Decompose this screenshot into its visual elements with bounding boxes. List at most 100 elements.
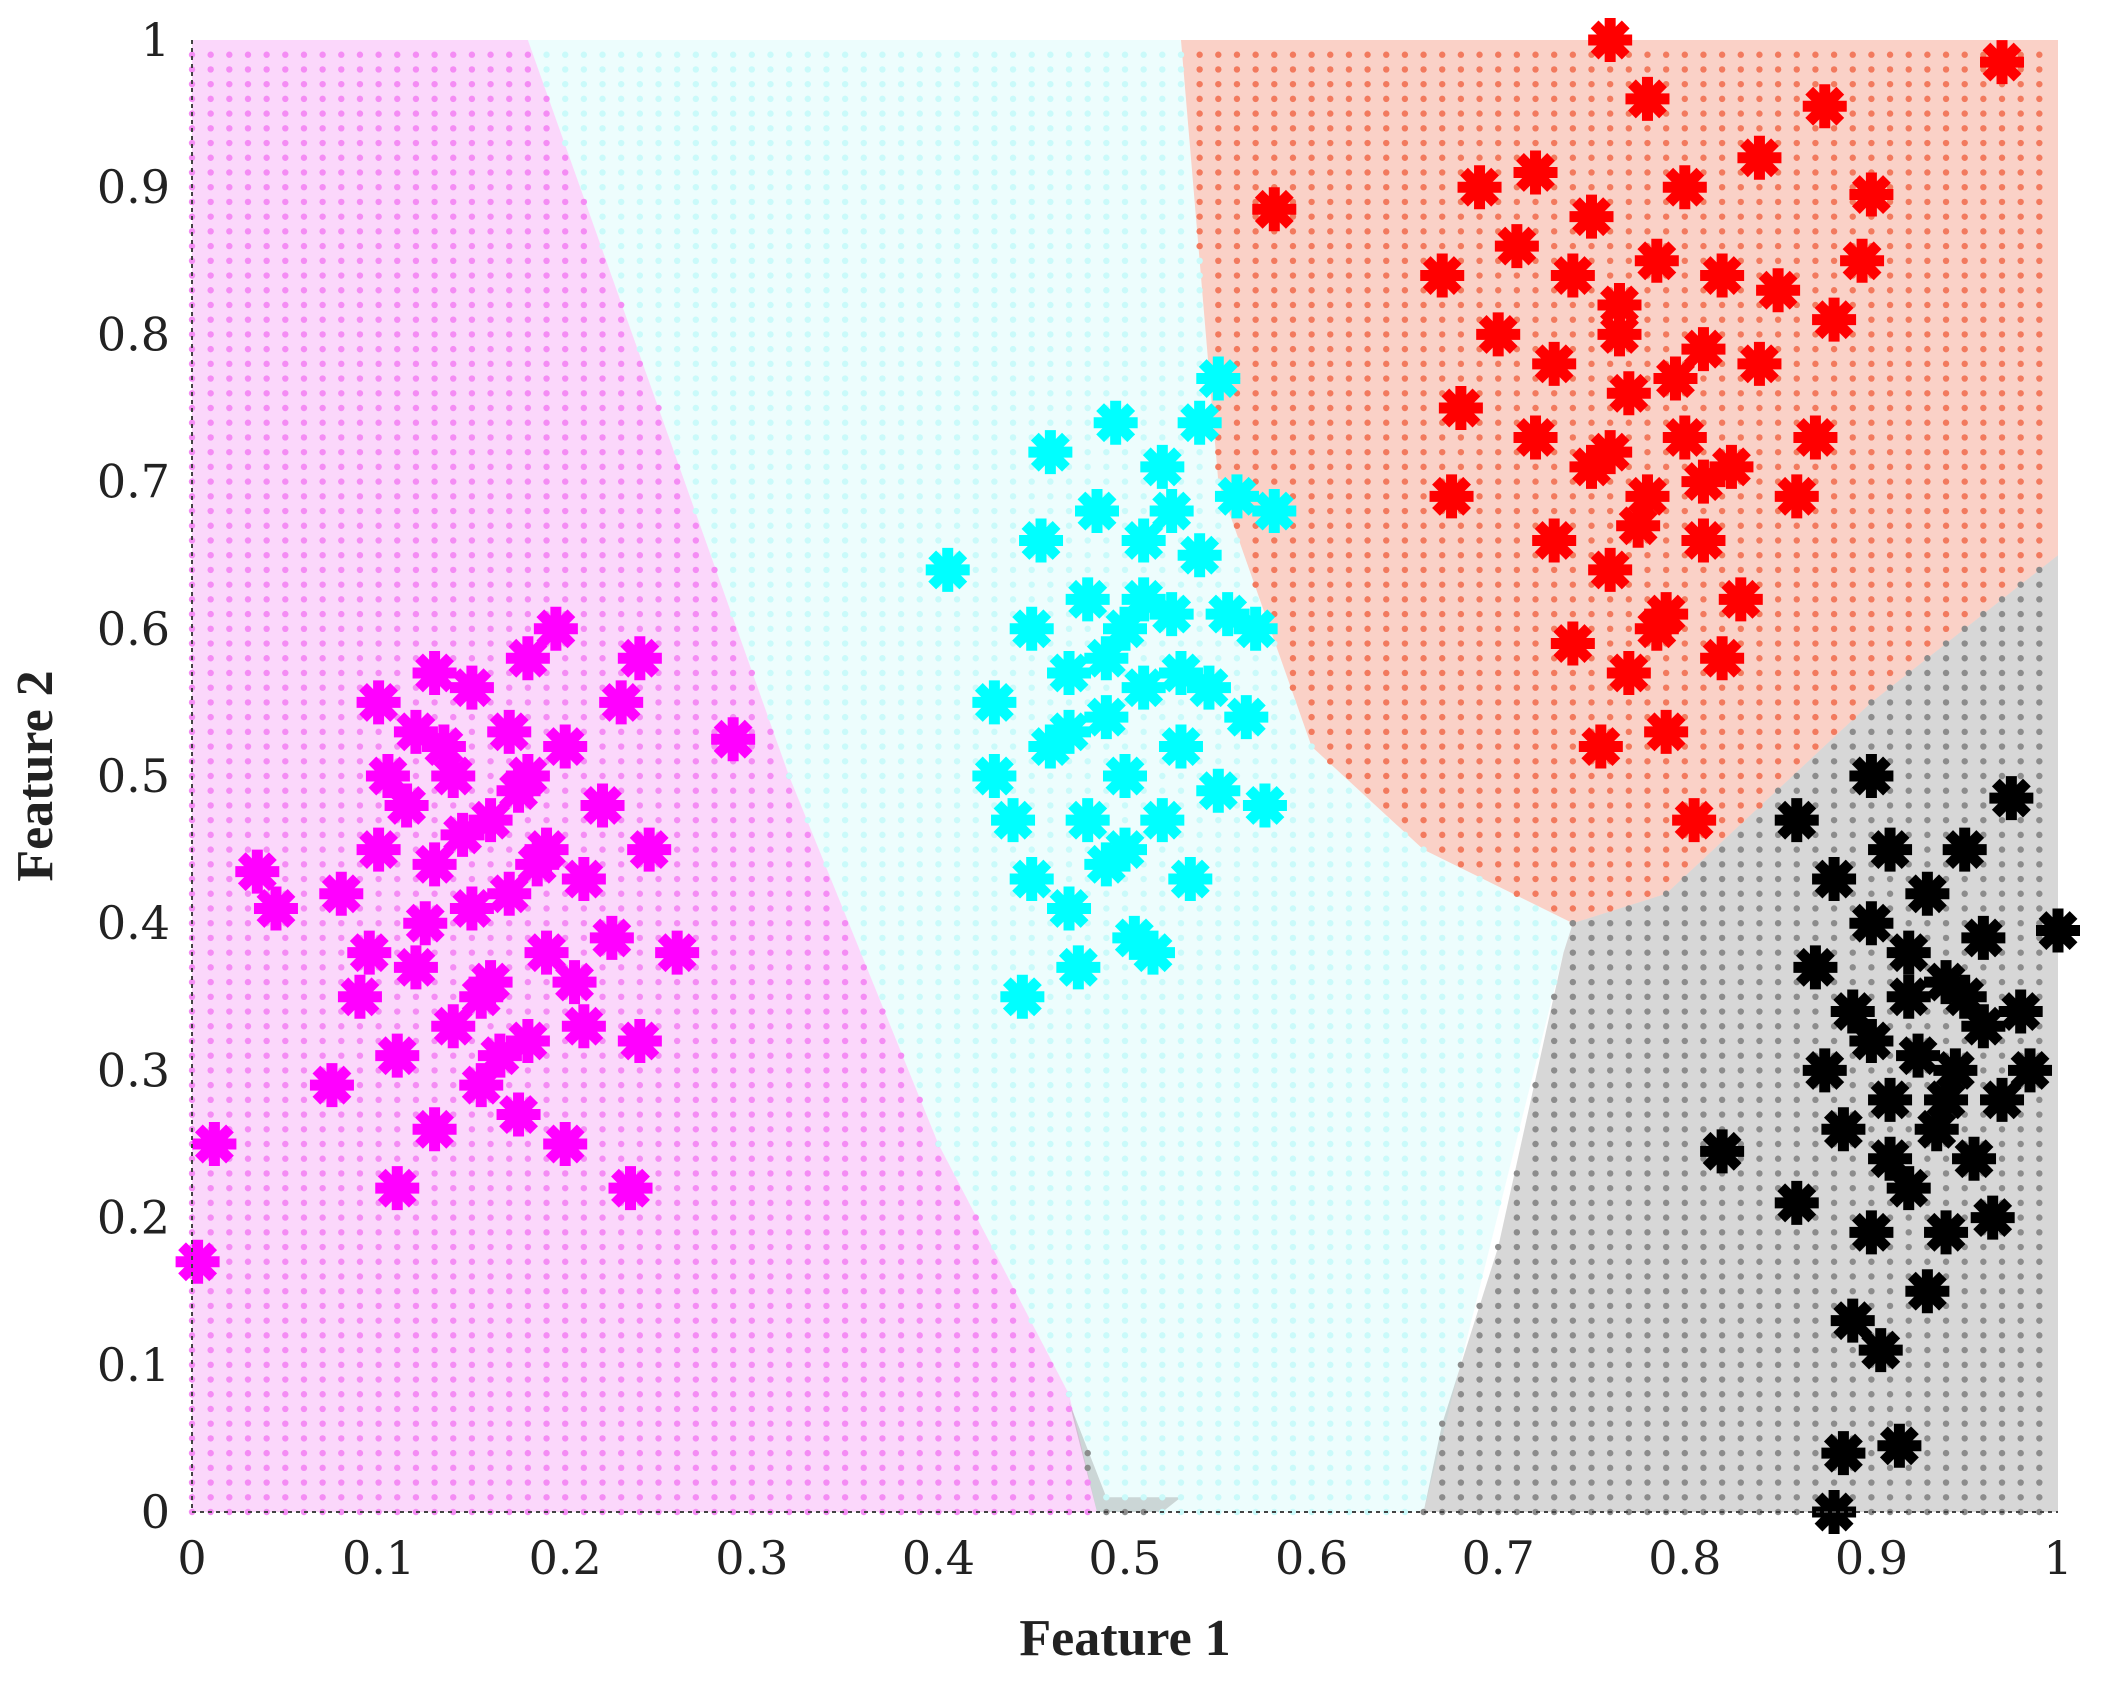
region-dot: [617, 1155, 625, 1162]
region-dot: [729, 566, 737, 574]
region-dot: [524, 463, 532, 471]
region-dot: [972, 743, 979, 750]
region-dot: [282, 655, 289, 662]
region-dot: [655, 1170, 662, 1177]
region-dot: [487, 640, 494, 647]
region-dot: [244, 816, 252, 824]
region-dot: [879, 596, 886, 603]
region-dot: [711, 66, 718, 73]
region-dot: [879, 360, 886, 368]
region-dot: [804, 1081, 811, 1089]
region-dot: [841, 1229, 849, 1236]
region-dot: [655, 713, 662, 721]
region-dot: [300, 404, 308, 412]
region-dot: [841, 920, 849, 927]
region-dot: [543, 404, 550, 412]
region-dot: [1047, 331, 1054, 338]
region-dot: [338, 448, 345, 456]
region-dot: [300, 875, 308, 883]
region-dot: [879, 448, 886, 456]
region-dot: [338, 581, 345, 588]
region-dot: [879, 1464, 886, 1472]
region-dot: [207, 139, 214, 147]
region-dot: [879, 831, 886, 839]
region-dot: [785, 949, 793, 956]
region-dot: [487, 154, 494, 161]
region-dot: [188, 713, 196, 721]
region-dot: [1009, 1184, 1017, 1192]
region-dot: [263, 125, 270, 132]
region-dot: [226, 920, 233, 927]
region-dot: [972, 213, 979, 220]
region-dot: [879, 743, 886, 750]
region-dot: [767, 331, 774, 338]
region-dot: [711, 1464, 718, 1472]
region-dot: [636, 802, 644, 809]
region-dot: [450, 625, 457, 632]
region-dot: [1084, 1508, 1091, 1516]
region-dot: [916, 566, 923, 574]
region-dot: [356, 169, 364, 176]
region-dot: [487, 610, 494, 618]
region-dot: [729, 1243, 737, 1251]
region-dot: [468, 1391, 476, 1398]
region-dot: [226, 1052, 233, 1059]
region-dot: [935, 920, 942, 927]
region-dot: [729, 507, 737, 515]
region-dot: [487, 1479, 494, 1486]
region-dot: [804, 699, 811, 706]
region-dot: [562, 95, 569, 103]
region-dot: [599, 1449, 606, 1457]
region-dot: [636, 95, 644, 103]
region-dot: [207, 390, 214, 397]
region-dot: [655, 610, 662, 618]
region-dot: [804, 316, 811, 323]
region-dot: [748, 51, 755, 58]
region-dot: [1103, 934, 1110, 942]
region-dot: [1065, 1302, 1073, 1310]
region-dot: [711, 552, 718, 559]
region-dot: [244, 1023, 252, 1030]
region-dot: [804, 95, 811, 103]
region-dot: [1047, 51, 1054, 58]
region-dot: [823, 802, 830, 809]
region-dot: [655, 875, 662, 883]
region-dot: [394, 920, 401, 927]
region-dot: [1028, 1023, 1035, 1030]
region-dot: [338, 184, 345, 191]
region-dot: [935, 978, 942, 986]
region-dot: [879, 257, 886, 264]
region-dot: [935, 1273, 942, 1280]
region-dot: [599, 1346, 606, 1354]
region-dot: [282, 1346, 289, 1354]
region-dot: [711, 390, 718, 397]
region-dot: [953, 1479, 961, 1486]
region-dot: [953, 272, 961, 279]
region-dot: [319, 1302, 326, 1310]
region-dot: [244, 846, 252, 853]
region-dot: [767, 993, 774, 1000]
region-dot: [1084, 1288, 1091, 1295]
region-dot: [524, 1332, 532, 1339]
region-dot: [617, 1288, 625, 1295]
region-dot: [244, 154, 252, 161]
region-dot: [319, 861, 326, 868]
region-dot: [785, 905, 793, 912]
region-dot: [729, 1494, 737, 1501]
region-dot: [394, 1273, 401, 1280]
region-dot: [562, 1464, 569, 1472]
region-dot: [562, 434, 569, 441]
region-dot: [692, 787, 700, 794]
region-dot: [487, 507, 494, 515]
decision-region-black: [1069, 1401, 1181, 1512]
region-dot: [1028, 287, 1035, 294]
region-dot: [356, 1420, 364, 1427]
region-dot: [1065, 213, 1073, 220]
region-dot: [692, 213, 700, 220]
region-dot: [953, 95, 961, 103]
region-dot: [431, 125, 438, 132]
region-dot: [244, 1067, 252, 1074]
region-dot: [1084, 1008, 1091, 1015]
region-dot: [729, 257, 737, 264]
region-dot: [1047, 949, 1054, 956]
